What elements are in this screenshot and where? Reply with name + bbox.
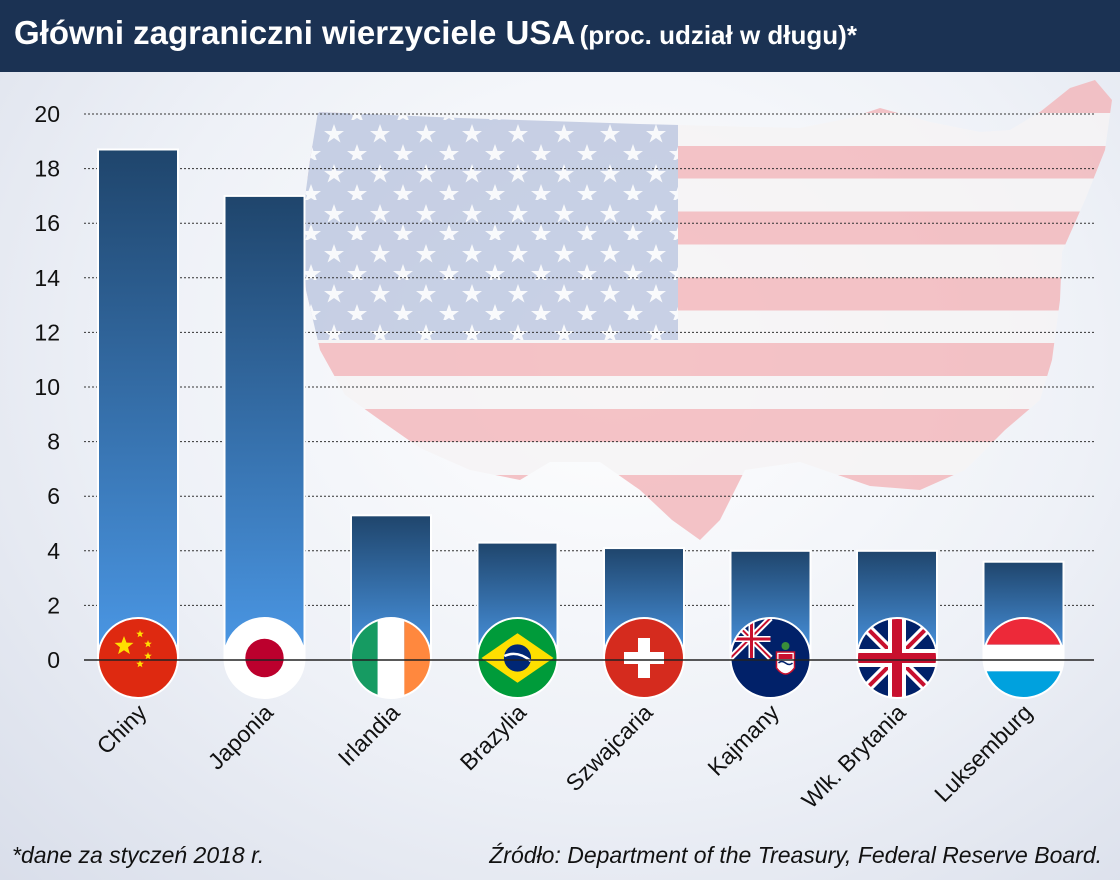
footnote: *dane za styczeń 2018 r. <box>12 842 265 868</box>
brazil-flag-icon <box>476 617 559 699</box>
switzerland-flag-icon <box>603 617 685 699</box>
x-axis-ticks: Chiny Japonia Irlandia Brazylia Szwajcaria Ka… <box>92 699 1037 814</box>
usa-flag-map-background <box>302 80 1112 540</box>
x-tick-label: Kajmany <box>702 699 784 781</box>
bar-chart: 0 2 4 6 8 10 12 14 16 18 20 Chiny Japonia Irlandia Br… <box>34 80 1112 814</box>
title-bar: Główni zagraniczni wierzyciele USA (proc… <box>0 0 1120 72</box>
uk-flag-icon <box>856 617 938 699</box>
x-tick-label: Japonia <box>203 699 279 775</box>
cayman-islands-flag-icon <box>729 617 812 699</box>
chart-title: Główni zagraniczni wierzyciele USA (proc… <box>14 14 857 52</box>
y-tick-label: 16 <box>34 210 60 236</box>
bar-0 <box>97 148 179 662</box>
source-note: Źródło: Department of the Treasury, Fede… <box>489 842 1102 868</box>
y-tick-label: 20 <box>34 101 60 127</box>
china-flag-icon <box>97 617 179 699</box>
y-tick-label: 10 <box>34 374 60 400</box>
japan-flag-icon <box>223 617 306 699</box>
x-tick-label: Luksemburg <box>929 699 1037 807</box>
y-tick-label: 0 <box>47 647 60 673</box>
ireland-flag-icon <box>350 617 432 699</box>
x-tick-label: Brazylia <box>455 699 531 775</box>
x-tick-label: Szwajcaria <box>561 699 658 796</box>
title-main: Główni zagraniczni wierzyciele USA <box>14 14 576 51</box>
title-subtitle: (proc. udział w długu)* <box>579 20 857 50</box>
y-tick-label: 4 <box>47 538 60 564</box>
luxembourg-flag-icon <box>982 617 1065 699</box>
y-tick-label: 8 <box>47 429 60 455</box>
y-tick-label: 14 <box>34 265 60 291</box>
flag-icons <box>97 617 1065 699</box>
bar-1 <box>223 194 306 661</box>
x-tick-label: Chiny <box>92 699 152 759</box>
y-tick-label: 2 <box>47 592 60 618</box>
x-tick-label: Irlandia <box>333 699 405 771</box>
y-axis-ticks: 0 2 4 6 8 10 12 14 16 18 20 <box>34 101 60 673</box>
y-tick-label: 18 <box>34 156 60 182</box>
y-tick-label: 12 <box>34 319 60 345</box>
x-tick-label: Wlk. Brytania <box>796 699 910 813</box>
y-tick-label: 6 <box>47 483 60 509</box>
